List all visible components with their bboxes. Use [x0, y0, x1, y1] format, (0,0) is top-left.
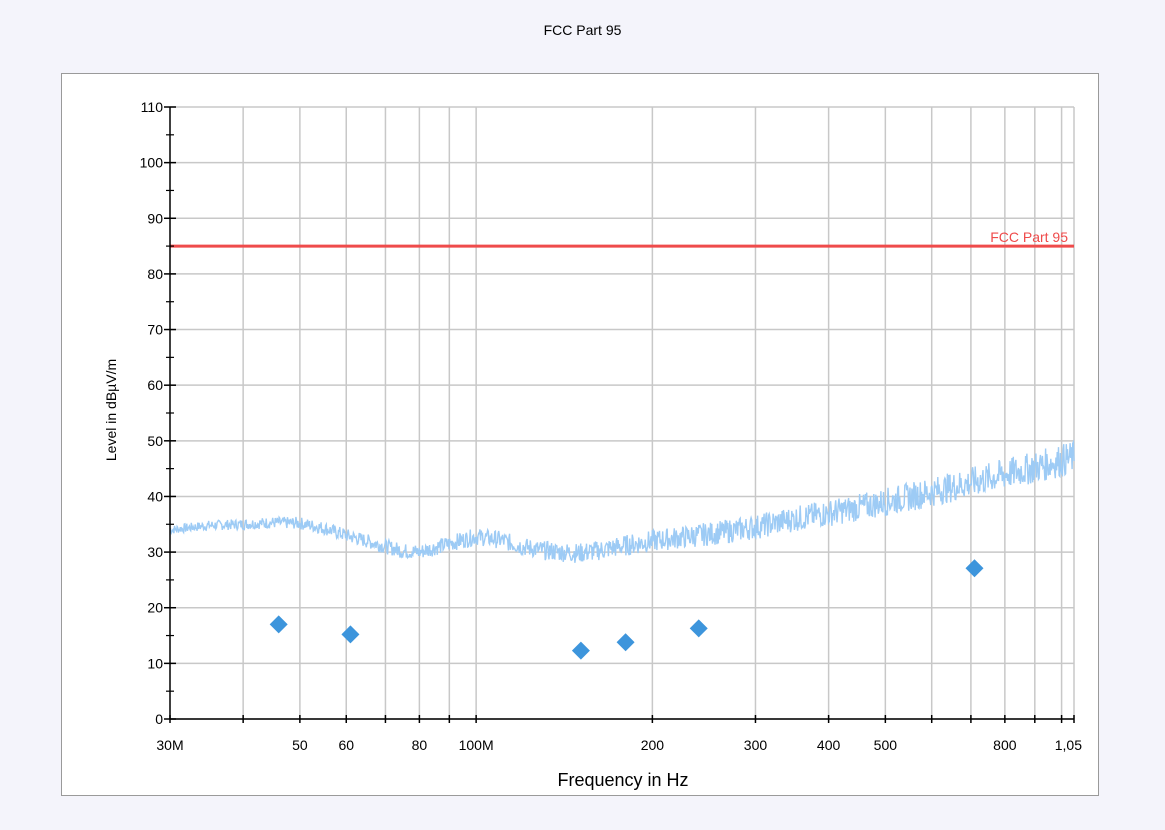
limit-line-label: FCC Part 95 — [990, 229, 1068, 245]
y-axis-title: Level in dBµV/m — [103, 359, 119, 461]
y-tick-label: 30 — [147, 544, 163, 560]
y-tick-label: 0 — [155, 711, 163, 727]
y-tick-label: 10 — [147, 655, 163, 671]
x-axis-title: Frequency in Hz — [557, 770, 688, 790]
x-tick-label: 100M — [459, 737, 494, 753]
y-tick-label: 60 — [147, 377, 163, 393]
peak-marker — [341, 625, 360, 644]
x-tick-label: 50 — [292, 737, 308, 753]
axes: 0 10 20 30 40 50 60 70 80 90 100 110 30M 50 60 80 100M 20… — [140, 99, 1083, 753]
y-tick-label: 20 — [147, 600, 163, 616]
grid — [170, 106, 1075, 720]
x-tick-label: 200 — [641, 737, 665, 753]
trace-line — [169, 439, 1075, 563]
peak-marker — [269, 615, 288, 634]
peak-marker — [965, 559, 984, 578]
peak-marker — [616, 633, 635, 652]
peak-marker — [571, 641, 590, 660]
x-tick-label: 400 — [817, 737, 841, 753]
x-tick-label: 800 — [993, 737, 1017, 753]
x-tick-label: 1,05 — [1055, 737, 1082, 753]
y-tick-label: 70 — [147, 322, 163, 338]
y-tick-label: 50 — [147, 433, 163, 449]
chart-frame — [61, 73, 1099, 796]
y-tick-label: 90 — [147, 210, 163, 226]
y-tick-label: 40 — [147, 488, 163, 504]
y-tick-label: 80 — [147, 266, 163, 282]
x-tick-label: 300 — [744, 737, 768, 753]
peak-markers — [269, 559, 984, 660]
x-tick-label: 80 — [412, 737, 428, 753]
peak-marker — [689, 619, 708, 638]
y-tick-label: 110 — [141, 99, 164, 115]
x-tick-label: 30M — [156, 737, 183, 753]
x-tick-label: 60 — [338, 737, 354, 753]
measurement-trace — [169, 439, 1075, 563]
y-tick-label: 100 — [140, 155, 164, 171]
limit-line-group: FCC Part 95 — [170, 229, 1074, 248]
chart-title: FCC Part 95 — [543, 22, 622, 38]
x-tick-label: 500 — [874, 737, 898, 753]
